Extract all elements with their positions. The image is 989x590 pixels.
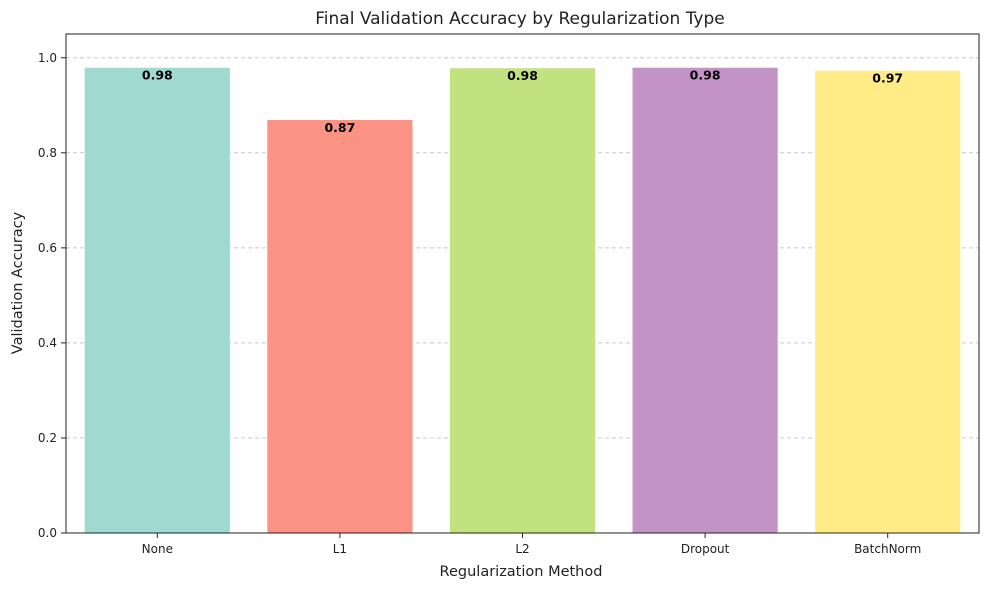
data-label-l2: 0.98: [507, 68, 538, 83]
axes: None L1 L2 Dropout BatchNorm 0.0 0.2 0.4 0.6 0.8 1…: [38, 33, 980, 556]
y-tick-label-3: 0.6: [38, 241, 57, 255]
bar-none: [84, 67, 230, 533]
y-tick-label-4: 0.8: [38, 146, 57, 160]
chart-title: Final Validation Accuracy by Regularizat…: [315, 9, 725, 29]
x-tick-label-batchnorm: BatchNorm: [854, 542, 921, 556]
y-tick-label-0: 0.0: [38, 526, 57, 540]
y-tick-label-5: 1.0: [38, 51, 57, 65]
x-tick-label-l1: L1: [333, 542, 347, 556]
y-tick-label-2: 0.4: [38, 336, 57, 350]
bar-batchnorm: [815, 70, 961, 534]
bar-l2: [449, 68, 596, 534]
y-axis-label: Validation Accuracy: [10, 211, 26, 354]
x-tick-label-dropout: Dropout: [681, 542, 730, 556]
plot-frame: [65, 33, 980, 534]
bars: [84, 67, 961, 534]
data-label-none: 0.98: [142, 68, 173, 83]
data-label-batchnorm: 0.97: [872, 71, 903, 86]
bar-l1: [267, 120, 413, 533]
y-tick-label-1: 0.2: [38, 431, 57, 445]
x-tick-label-l2: L2: [515, 542, 529, 556]
x-tick-label-none: None: [142, 542, 173, 556]
data-labels: 0.98 0.87 0.98 0.98 0.97: [142, 68, 903, 135]
x-axis-label: Regularization Method: [440, 564, 603, 580]
data-label-dropout: 0.98: [690, 68, 721, 83]
data-label-l1: 0.87: [324, 120, 355, 135]
bar-dropout: [632, 67, 778, 533]
